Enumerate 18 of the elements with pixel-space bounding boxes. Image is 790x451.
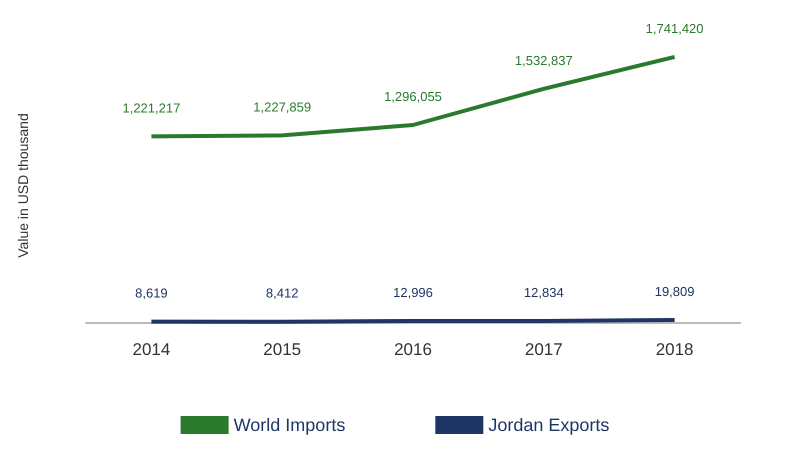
data-label: 8,412	[266, 286, 298, 301]
data-label: 12,996	[393, 285, 433, 300]
data-label: 1,221,217	[122, 100, 180, 116]
data-label: 1,741,420	[646, 20, 704, 36]
x-tick-label: 2014	[132, 340, 170, 359]
data-label: 8,619	[135, 286, 168, 301]
data-label: 1,532,837	[514, 52, 573, 68]
x-tick-label: 2015	[263, 340, 302, 359]
x-tick-label: 2017	[524, 340, 563, 359]
data-label: 19,809	[654, 284, 694, 299]
x-tick-label: 2016	[394, 340, 432, 359]
y-axis-title: Value in USD thousand	[15, 113, 31, 258]
legend-label: World Imports	[234, 415, 346, 435]
data-label: 1,296,055	[384, 88, 442, 104]
data-label: 1,227,859	[253, 99, 312, 114]
x-tick-label: 2018	[656, 340, 694, 359]
legend-label: Jordan Exports	[488, 415, 610, 435]
data-label: 12,834	[524, 285, 564, 300]
